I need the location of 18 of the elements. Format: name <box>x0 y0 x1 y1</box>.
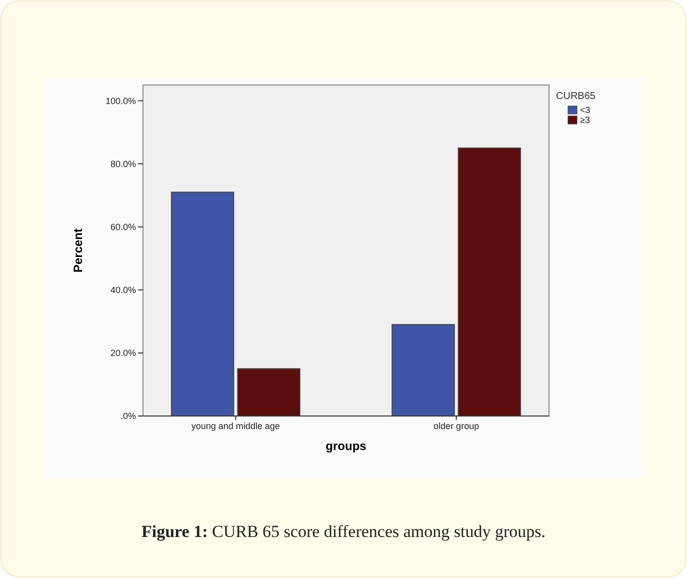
x-tick-label: older group <box>434 421 480 431</box>
y-tick-label: 40.0% <box>110 285 136 296</box>
legend-label: ≥3 <box>580 115 590 125</box>
y-tick-label: 100.0% <box>105 96 136 106</box>
y-tick-label: 20.0% <box>110 348 136 358</box>
bar <box>237 368 300 416</box>
legend-title: CURB65 <box>556 91 596 102</box>
y-tick-label: .0% <box>120 411 136 422</box>
bar <box>458 148 522 416</box>
x-tick-label: young and middle age <box>191 421 280 431</box>
legend-label: <3 <box>580 105 590 115</box>
bar <box>392 324 455 416</box>
y-tick-label: 60.0% <box>110 222 136 232</box>
x-axis-title: groups <box>326 439 367 453</box>
caption: Figure 1: CURB 65 score differences among study groups. <box>141 522 546 541</box>
bar <box>170 192 234 416</box>
y-tick-label: 80.0% <box>110 158 136 169</box>
y-axis-title: Percent <box>71 228 85 273</box>
